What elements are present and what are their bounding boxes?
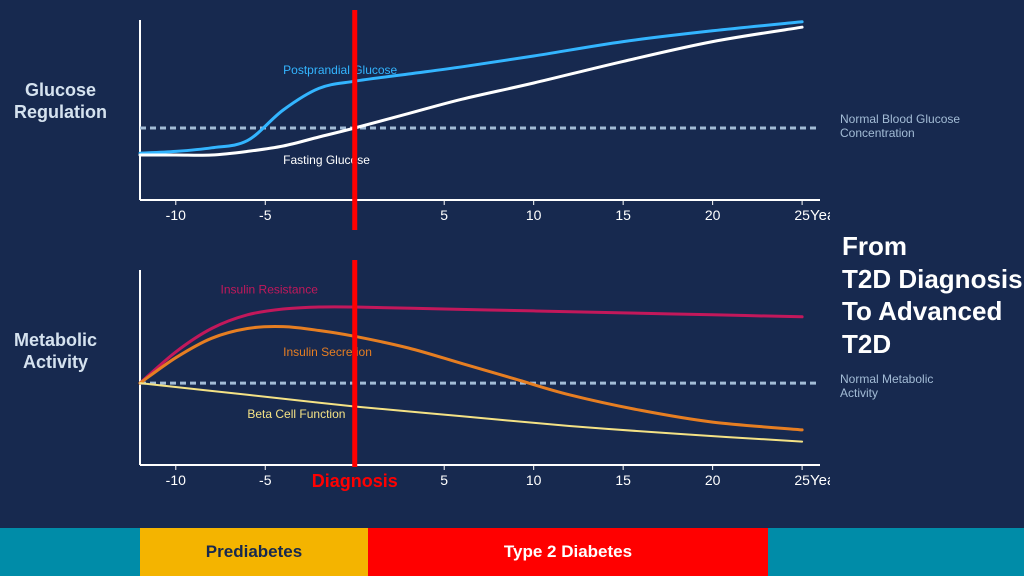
timeline-bar: PrediabetesType 2 Diabetes (0, 528, 1024, 576)
series-postprandial-glucose (140, 22, 802, 153)
timeline-segment-0 (0, 528, 140, 576)
series-insulin-resistance (140, 307, 802, 383)
glucose-regulation-chart: -10-5510152025YearsPostprandial GlucoseF… (130, 10, 830, 230)
chart2-y-axis-label: MetabolicActivity (14, 330, 97, 373)
series-label-postprandial-glucose: Postprandial Glucose (283, 63, 397, 77)
x-tick-label: 20 (705, 472, 721, 488)
x-tick-label: -5 (259, 472, 272, 488)
x-tick-label: 15 (615, 207, 631, 223)
x-tick-label: 20 (705, 207, 721, 223)
normal-glucose-label: Normal Blood GlucoseConcentration (840, 112, 960, 141)
normal-metabolic-label: Normal MetabolicActivity (840, 372, 933, 401)
diagnosis-label: Diagnosis (312, 471, 398, 491)
series-fasting-glucose (140, 27, 802, 155)
series-label-insulin-resistance: Insulin Resistance (221, 282, 319, 296)
series-label-beta-cell-function: Beta Cell Function (247, 407, 345, 421)
series-insulin-secretion (140, 326, 802, 429)
timeline-segment-3 (768, 528, 1024, 576)
page-title: FromT2D DiagnosisTo AdvancedT2D (842, 230, 1023, 360)
x-tick-label: 5 (440, 207, 448, 223)
metabolic-activity-chart: -10 -5 5 10 15 20 25Years Insulin Resistance Ins… (130, 260, 830, 495)
series-label-insulin-secretion: Insulin Secretion (283, 345, 372, 359)
timeline-segment-prediabetes: Prediabetes (140, 528, 368, 576)
timeline-segment-type-2-diabetes: Type 2 Diabetes (368, 528, 768, 576)
x-tick-label: -10 (166, 207, 186, 223)
x-tick-label: 5 (440, 472, 448, 488)
x-tick-label: 15 (615, 472, 631, 488)
x-tick-label: 10 (526, 472, 542, 488)
x-tick-label: -10 (166, 472, 186, 488)
x-tick-label: 25 (794, 207, 810, 223)
years-label: Years (810, 207, 830, 224)
x-tick-label: 10 (526, 207, 542, 223)
x-tick-label: 25 (794, 472, 810, 488)
years-label: Years (810, 472, 830, 489)
chart1-y-axis-label: GlucoseRegulation (14, 80, 107, 123)
series-beta-cell-function (140, 383, 802, 442)
x-tick-label: -5 (259, 207, 272, 223)
